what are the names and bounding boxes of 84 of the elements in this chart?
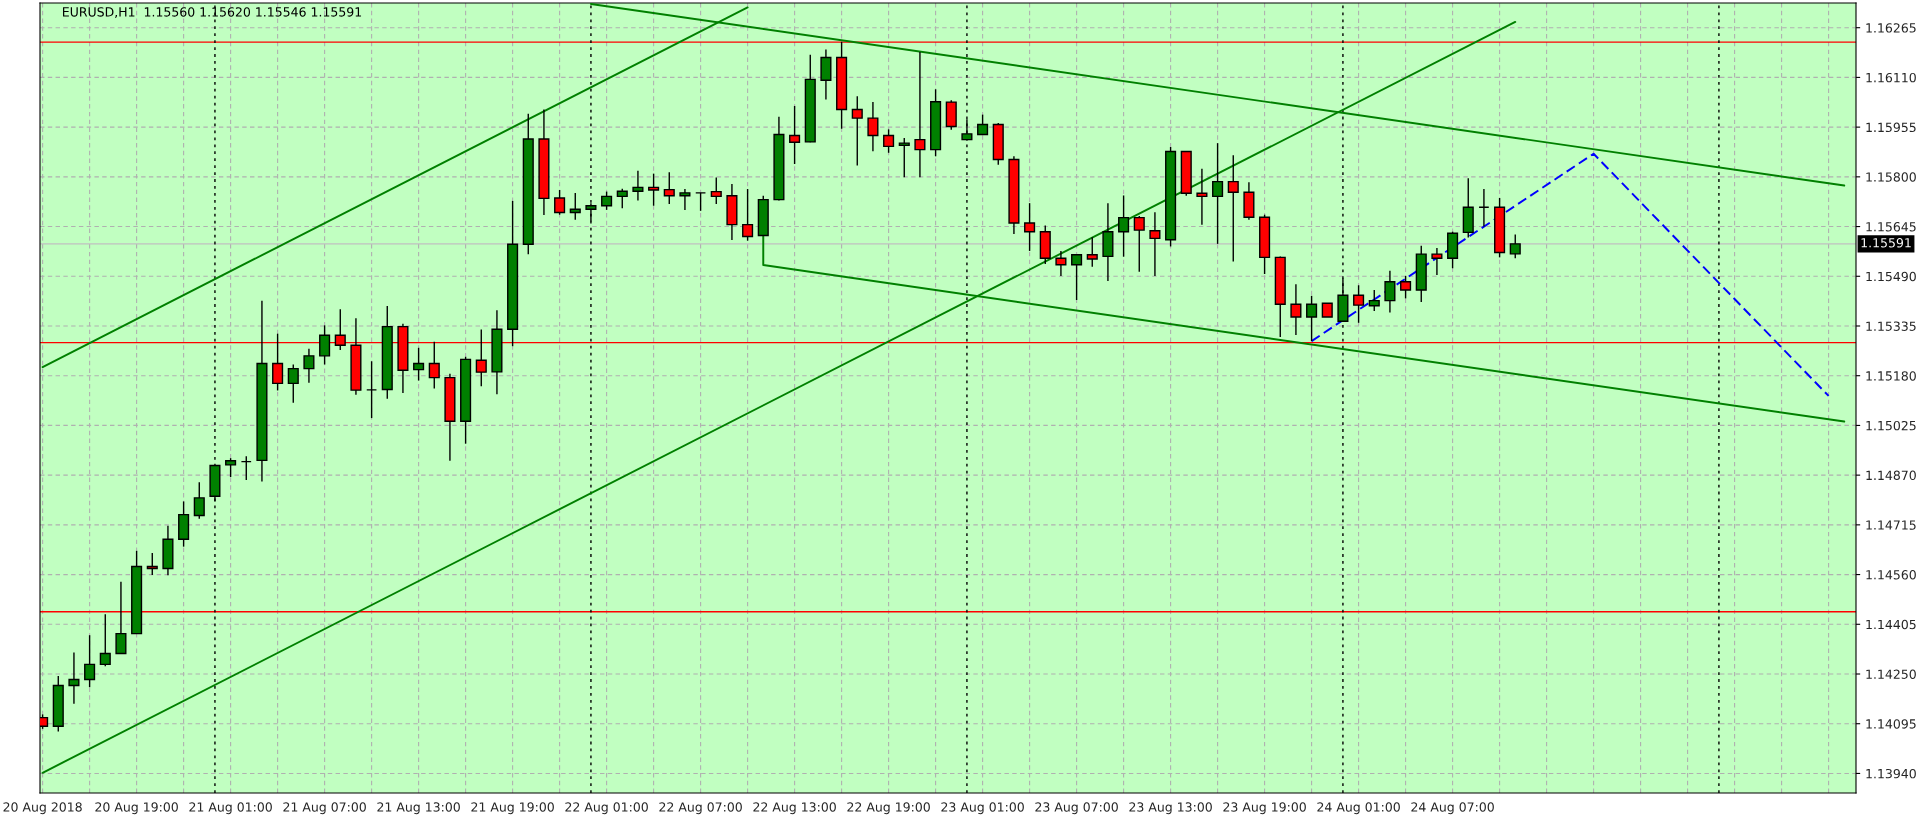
candlestick xyxy=(303,348,315,384)
candlestick xyxy=(663,171,675,205)
candlestick xyxy=(1196,168,1208,226)
x-tick-label: 22 Aug 07:00 xyxy=(659,802,742,815)
candlestick xyxy=(287,363,299,404)
x-tick-label: 21 Aug 19:00 xyxy=(471,802,554,815)
candlestick xyxy=(914,51,926,178)
candlestick xyxy=(1290,283,1302,336)
candlestick xyxy=(789,105,801,165)
candlestick xyxy=(1227,154,1239,263)
candlestick xyxy=(240,455,252,481)
y-tick-label: 1.15490 xyxy=(1866,271,1916,282)
candlestick xyxy=(1133,215,1145,273)
candlestick xyxy=(1368,289,1380,312)
y-tick-label: 1.13940 xyxy=(1866,768,1916,779)
candlestick xyxy=(413,347,425,382)
candlestick xyxy=(883,128,895,154)
candlestick xyxy=(99,613,111,667)
candlestick xyxy=(1509,233,1521,260)
ref-line-label: 1.15591 xyxy=(1861,238,1911,248)
x-tick-label: 24 Aug 07:00 xyxy=(1411,802,1494,815)
x-tick-label: 23 Aug 01:00 xyxy=(941,802,1024,815)
candlestick xyxy=(366,360,378,419)
y-tick-label: 1.14405 xyxy=(1866,619,1916,630)
candlestick xyxy=(1118,194,1130,258)
candlestick xyxy=(679,188,691,211)
candlestick xyxy=(1384,270,1396,314)
y-tick-label: 1.14870 xyxy=(1866,470,1916,481)
x-tick-label: 22 Aug 01:00 xyxy=(565,802,648,815)
candlestick xyxy=(851,95,863,167)
candlestick xyxy=(1400,275,1412,300)
x-tick-label: 23 Aug 07:00 xyxy=(1035,802,1118,815)
y-tick-label: 1.16265 xyxy=(1866,23,1916,33)
y-tick-label: 1.15955 xyxy=(1866,122,1916,133)
candlestick xyxy=(68,651,80,705)
candlestick xyxy=(146,552,158,576)
candlestick xyxy=(225,457,237,478)
x-tick-label: 22 Aug 13:00 xyxy=(753,802,836,815)
candlestick xyxy=(601,190,613,211)
y-tick-label: 1.15025 xyxy=(1866,420,1916,431)
candlestick xyxy=(898,137,910,178)
candlestick xyxy=(648,172,660,207)
candlestick xyxy=(742,188,754,242)
candlestick xyxy=(193,481,205,520)
candlestick xyxy=(1212,142,1224,245)
candlestick xyxy=(820,48,832,101)
x-tick-label: 22 Aug 19:00 xyxy=(847,802,930,815)
x-tick-label: 20 Aug 19:00 xyxy=(95,802,178,815)
candlestick xyxy=(1055,250,1067,277)
x-tick-label: 21 Aug 13:00 xyxy=(377,802,460,815)
candlestick xyxy=(1024,202,1036,252)
candlestick xyxy=(569,192,581,221)
y-tick-label: 1.14715 xyxy=(1866,520,1916,530)
y-tick-label: 1.15335 xyxy=(1866,321,1916,331)
candlestick xyxy=(977,113,989,136)
candlestick xyxy=(1149,211,1161,277)
y-tick-label: 1.15645 xyxy=(1866,222,1916,232)
candlestick xyxy=(319,324,331,366)
y-tick-label: 1.16110 xyxy=(1866,72,1916,83)
candlestick xyxy=(1086,236,1098,268)
candlestick xyxy=(115,580,127,655)
candlestick xyxy=(1071,254,1083,301)
x-tick-label: 21 Aug 07:00 xyxy=(283,802,366,815)
candlestick xyxy=(616,188,628,209)
candlestick xyxy=(554,189,566,216)
candlestick xyxy=(1353,284,1365,324)
x-tick-label: 20 Aug 2018 xyxy=(3,802,82,815)
chart-title: EURUSD,H1 1.15560 1.15620 1.15546 1.15591 xyxy=(63,7,362,18)
x-tick-label: 21 Aug 01:00 xyxy=(189,802,272,815)
x-tick-label: 23 Aug 13:00 xyxy=(1129,802,1212,815)
candlestick xyxy=(1306,295,1318,342)
x-tick-label: 24 Aug 01:00 xyxy=(1317,802,1400,815)
y-tick-label: 1.14560 xyxy=(1866,570,1916,580)
candlestick xyxy=(1478,188,1490,228)
candlestick xyxy=(710,176,722,205)
y-tick-label: 1.15180 xyxy=(1866,371,1916,381)
y-tick-label: 1.14250 xyxy=(1866,669,1916,679)
candlestick xyxy=(867,101,879,152)
candlestick xyxy=(632,170,644,202)
y-tick-label: 1.14095 xyxy=(1866,719,1916,729)
y-tick-label: 1.15800 xyxy=(1866,172,1916,182)
candlestick xyxy=(1431,247,1443,276)
candlestick xyxy=(84,634,96,688)
x-tick-label: 23 Aug 19:00 xyxy=(1223,802,1306,815)
